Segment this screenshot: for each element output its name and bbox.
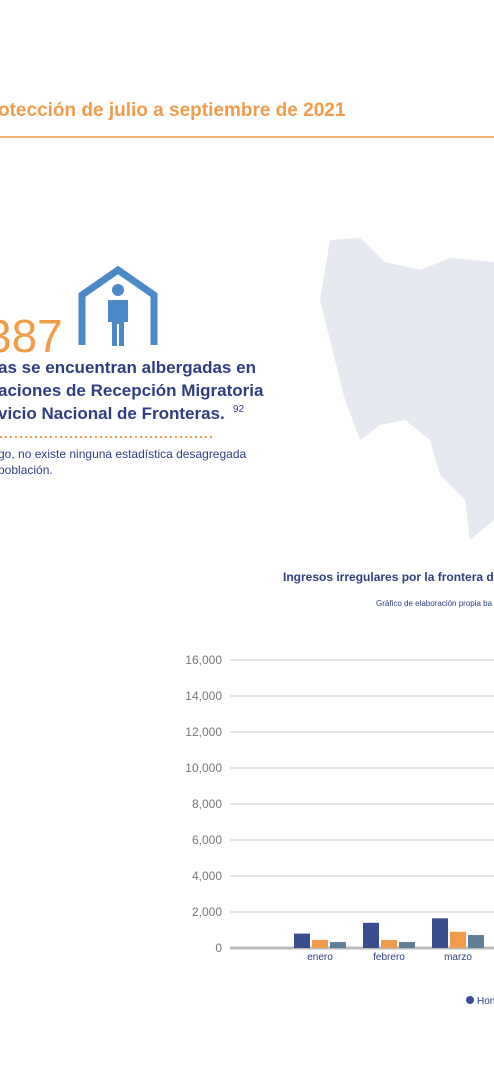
x-tick-label: enero: [307, 952, 333, 963]
house-icon: [78, 265, 158, 345]
highlight-line: aciones de Recepción Migratoria: [0, 381, 264, 400]
y-tick-label: 6,000: [192, 833, 222, 847]
highlight-line: as se encuentran albergadas en: [0, 358, 256, 377]
note-line: go, no existe ninguna estadística desagr…: [0, 447, 247, 461]
header-title: otección de julio a septiembre de 2021: [0, 100, 346, 121]
y-tick-label: 2,000: [192, 905, 222, 919]
count: 387: [0, 310, 63, 362]
bar: [330, 942, 346, 948]
y-tick-label: 4,000: [192, 869, 222, 883]
person-body: [108, 300, 128, 346]
y-tick-label: 12,000: [185, 725, 222, 739]
bar: [450, 931, 466, 948]
bar: [381, 939, 397, 948]
map: [320, 238, 494, 540]
bar: [468, 935, 484, 948]
chart-subtitle: Gráfico de elaboración propia ba: [376, 599, 493, 608]
footnote: 92: [233, 404, 245, 415]
y-tick-label: 16,000: [185, 653, 222, 667]
y-tick-label: 14,000: [185, 689, 222, 703]
chart-title: Ingresos irregulares por la frontera de: [283, 570, 494, 584]
legend-label: Hon: [477, 996, 494, 1007]
x-tick-label: marzo: [444, 952, 472, 963]
bar: [312, 939, 328, 948]
bar: [363, 922, 379, 948]
x-tick-label: febrero: [373, 952, 405, 963]
person-head: [112, 284, 124, 296]
y-tick-label: 0: [215, 941, 222, 955]
highlight-line: vicio Nacional de Fronteras.: [0, 404, 225, 423]
bar: [432, 918, 448, 948]
note-line: población.: [0, 463, 53, 477]
bar: [294, 933, 310, 948]
bar: [399, 942, 415, 948]
y-tick-label: 10,000: [185, 761, 222, 775]
y-tick-label: 8,000: [192, 797, 222, 811]
legend-swatch: [466, 996, 474, 1004]
